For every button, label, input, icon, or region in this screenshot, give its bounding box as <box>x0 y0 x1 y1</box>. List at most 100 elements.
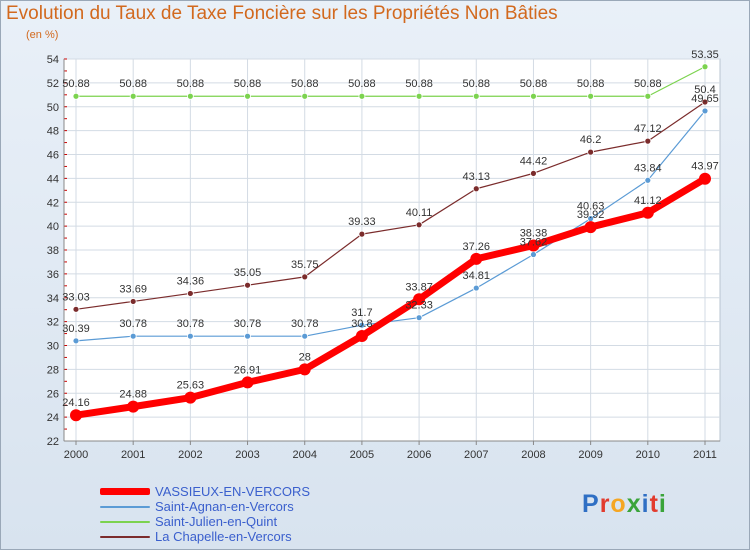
data-point <box>470 252 483 265</box>
x-tick-label: 2007 <box>464 449 488 461</box>
data-point <box>129 298 137 305</box>
data-label: 44.42 <box>520 155 548 167</box>
data-point <box>701 107 709 115</box>
x-tick-label: 2003 <box>235 449 259 461</box>
data-label: 53.35 <box>691 49 719 61</box>
data-point <box>244 92 251 100</box>
data-point <box>70 409 82 422</box>
y-tick-label: 48 <box>47 126 59 138</box>
data-label: 50.88 <box>348 78 376 90</box>
data-point <box>184 391 197 404</box>
data-point <box>472 92 480 100</box>
data-label: 40.63 <box>577 201 605 213</box>
data-point <box>129 92 137 100</box>
series-line <box>72 175 709 419</box>
data-label: 49.65 <box>691 93 719 105</box>
data-label: 50.88 <box>634 78 662 90</box>
y-tick-label: 38 <box>47 245 59 257</box>
legend-label: La Chapelle-en-Vercors <box>155 529 292 544</box>
data-label: 33.69 <box>119 283 147 295</box>
y-tick-label: 22 <box>47 436 59 448</box>
x-tick-label: 2001 <box>121 449 145 461</box>
legend-swatch <box>100 506 150 508</box>
data-label: 50.88 <box>291 78 319 90</box>
legend-label: VASSIEUX-EN-VERCORS <box>155 484 311 499</box>
chart-title: Evolution du Taux de Taxe Foncière sur l… <box>6 3 558 24</box>
data-label: 39.33 <box>348 216 376 228</box>
data-label: 30.78 <box>177 318 205 330</box>
logo-letter: i <box>641 490 650 518</box>
x-tick-label: 2002 <box>178 449 202 461</box>
y-tick-label: 32 <box>47 317 59 329</box>
series-line <box>75 101 706 310</box>
y-tick-label: 40 <box>47 221 59 233</box>
x-tick-label: 2010 <box>636 449 660 461</box>
y-tick-label: 36 <box>47 269 59 281</box>
y-tick-label: 42 <box>47 197 59 209</box>
y-tick-label: 34 <box>47 293 59 305</box>
data-point <box>355 329 368 342</box>
data-label: 32.33 <box>405 300 433 312</box>
logo-letter: P <box>582 490 600 518</box>
legend-swatch <box>100 488 150 495</box>
data-point <box>587 92 595 100</box>
data-label: 24.88 <box>119 389 147 401</box>
data-point <box>72 92 80 100</box>
data-point <box>701 63 709 71</box>
data-point <box>530 92 537 100</box>
data-point <box>301 273 309 281</box>
data-label: 33.87 <box>405 281 433 293</box>
data-point <box>587 148 595 156</box>
data-label: 47.12 <box>634 123 662 135</box>
series-line <box>75 66 706 97</box>
x-tick-label: 2000 <box>64 449 88 461</box>
legend-label: Saint-Agnan-en-Vercors <box>155 499 294 514</box>
y-tick-label: 24 <box>47 412 59 424</box>
data-point <box>298 363 311 376</box>
data-label: 35.75 <box>291 259 319 271</box>
legend-swatch <box>100 536 150 538</box>
y-tick-label: 30 <box>47 341 59 353</box>
data-label: 35.05 <box>234 267 262 279</box>
data-label: 43.13 <box>463 171 491 183</box>
data-label: 26.91 <box>234 364 262 376</box>
data-label: 25.63 <box>177 380 205 392</box>
data-label: 24.16 <box>62 397 90 409</box>
logo-letter: i <box>658 490 667 518</box>
y-tick-label: 44 <box>47 173 59 185</box>
data-point <box>584 221 597 234</box>
logo-letter: r <box>599 490 611 518</box>
legend-item: Saint-Julien-en-Quint <box>100 514 350 529</box>
data-point <box>641 206 654 219</box>
data-point <box>530 251 537 258</box>
data-point <box>699 172 711 185</box>
data-label: 33.03 <box>62 291 90 303</box>
data-point <box>472 185 480 193</box>
data-point <box>415 92 423 100</box>
data-label: 50.88 <box>520 78 548 90</box>
legend-swatch <box>100 521 150 523</box>
y-tick-label: 28 <box>47 364 59 376</box>
data-point <box>415 314 423 322</box>
y-tick-label: 54 <box>47 54 59 66</box>
data-label: 34.81 <box>463 270 491 282</box>
logo-letter: o <box>610 490 627 518</box>
data-point <box>244 332 251 340</box>
data-label: 40.11 <box>406 207 433 219</box>
x-tick-label: 2006 <box>407 449 431 461</box>
data-label: 30.78 <box>119 318 147 330</box>
data-label: 31.7 <box>351 307 372 319</box>
data-point <box>186 92 194 100</box>
legend-item: VASSIEUX-EN-VERCORS <box>100 484 350 499</box>
data-label: 30.8 <box>351 318 372 330</box>
data-point <box>472 284 480 292</box>
data-point <box>701 98 709 106</box>
data-label: 43.97 <box>691 161 719 173</box>
data-point <box>358 321 366 329</box>
data-point <box>644 92 652 100</box>
data-point <box>129 332 137 340</box>
logo-letter: x <box>626 490 642 518</box>
data-label: 30.78 <box>291 318 319 330</box>
data-point <box>644 137 652 145</box>
data-label: 30.78 <box>234 318 262 330</box>
